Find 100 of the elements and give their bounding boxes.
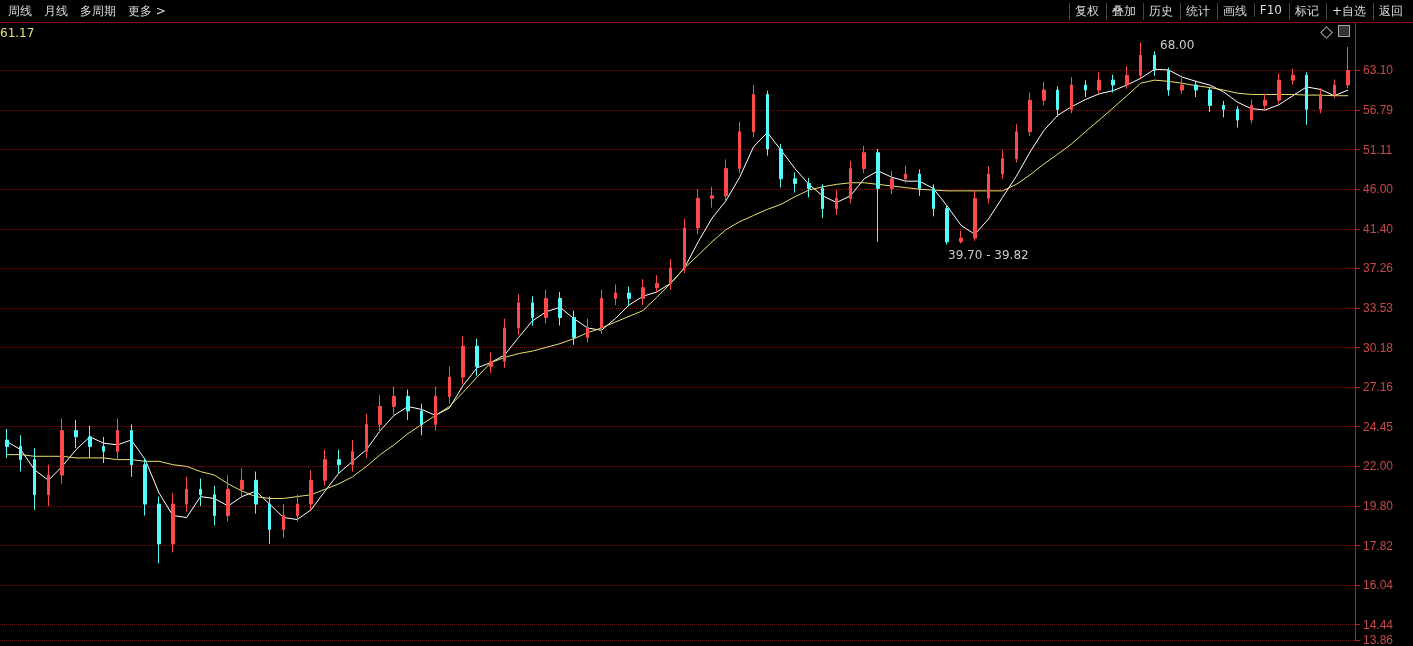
candlestick bbox=[60, 417, 64, 485]
candlestick bbox=[47, 464, 50, 507]
candlestick bbox=[669, 258, 672, 291]
candlestick bbox=[779, 143, 783, 189]
candlestick bbox=[88, 425, 92, 459]
text: 更多 > bbox=[128, 3, 166, 20]
candlestick bbox=[1180, 77, 1184, 95]
candlestick bbox=[835, 189, 838, 216]
candlestick bbox=[1194, 80, 1198, 98]
candlestick bbox=[1277, 72, 1281, 104]
candlestick bbox=[1001, 149, 1004, 180]
candlestick bbox=[683, 218, 686, 274]
candlestick bbox=[945, 205, 949, 246]
candlestick bbox=[365, 413, 368, 459]
candlestick bbox=[807, 177, 811, 199]
candlestick bbox=[793, 171, 797, 194]
candlestick bbox=[710, 186, 714, 209]
text: 标记 bbox=[1288, 3, 1324, 20]
candlestick bbox=[862, 145, 866, 174]
candlestick bbox=[614, 283, 617, 306]
candlestick bbox=[102, 436, 105, 464]
candlestick bbox=[185, 476, 188, 513]
y-tick-label: 19.80 bbox=[1363, 498, 1394, 513]
annotation: 68.00 bbox=[1160, 38, 1195, 52]
candlestick bbox=[351, 439, 354, 473]
candlestick bbox=[987, 165, 990, 204]
y-tick-label: 27.16 bbox=[1363, 380, 1394, 395]
candlestick bbox=[254, 471, 258, 515]
candlestick bbox=[1097, 71, 1101, 95]
text: 历史 bbox=[1142, 3, 1178, 20]
text: 多周期 bbox=[80, 3, 116, 20]
candlestick bbox=[420, 403, 423, 436]
candlestick bbox=[489, 351, 493, 374]
text: 画线 bbox=[1216, 3, 1252, 20]
candlestick bbox=[849, 160, 852, 204]
candlestick bbox=[1167, 67, 1170, 97]
y-tick-label: 56.79 bbox=[1363, 103, 1394, 118]
candlestick bbox=[1056, 85, 1059, 118]
candlestick bbox=[627, 286, 631, 307]
text: +自选 bbox=[1325, 3, 1371, 20]
candlestick bbox=[323, 449, 327, 487]
candlestick bbox=[74, 419, 78, 449]
candlestick bbox=[226, 474, 230, 522]
candlestick bbox=[1084, 79, 1087, 98]
y-tick-label: 51.11 bbox=[1363, 142, 1393, 157]
candlestick bbox=[724, 158, 728, 202]
y-tick-label: 63.10 bbox=[1363, 63, 1394, 78]
text: 复权 bbox=[1068, 3, 1104, 20]
candlestick bbox=[696, 188, 700, 235]
candlestick bbox=[378, 394, 382, 433]
candlestick bbox=[738, 121, 741, 174]
candlestick bbox=[1153, 50, 1156, 77]
y-tick-label: 17.82 bbox=[1363, 538, 1394, 553]
candlestick bbox=[461, 335, 465, 385]
candlestick bbox=[558, 291, 562, 327]
y-tick-label: 24.45 bbox=[1363, 419, 1394, 434]
candlestick bbox=[448, 366, 451, 405]
annotation: 61.17 bbox=[0, 26, 35, 40]
y-tick-label: 37.26 bbox=[1363, 261, 1394, 276]
candlestick bbox=[918, 168, 921, 197]
candlestick bbox=[572, 310, 576, 346]
y-tick-label: 13.86 bbox=[1363, 633, 1394, 646]
candlestick bbox=[19, 434, 22, 473]
candlestick bbox=[1125, 65, 1129, 90]
text: 叠加 bbox=[1105, 3, 1141, 20]
candlestick bbox=[641, 278, 645, 306]
candlestick bbox=[1015, 123, 1018, 163]
candlestick bbox=[904, 165, 907, 184]
candlestick bbox=[752, 84, 755, 138]
y-tick-label: 30.18 bbox=[1363, 340, 1394, 355]
candlestick bbox=[116, 417, 119, 461]
candlestick bbox=[1139, 41, 1142, 79]
text: 月线 bbox=[44, 3, 68, 20]
text: 周线 bbox=[8, 3, 32, 20]
candlestick bbox=[1042, 81, 1046, 106]
candlestick bbox=[1236, 105, 1239, 129]
candlestick bbox=[1028, 92, 1032, 137]
text: 返回 bbox=[1373, 3, 1408, 20]
text: F10 bbox=[1253, 3, 1287, 17]
candlestick bbox=[1222, 100, 1225, 118]
candlestick bbox=[973, 190, 977, 242]
y-tick-label: 14.44 bbox=[1363, 617, 1394, 632]
candlestick bbox=[268, 496, 271, 545]
candlestick bbox=[1070, 76, 1073, 114]
candlestick bbox=[1291, 68, 1295, 85]
y-tick-label: 16.04 bbox=[1363, 578, 1394, 593]
candlestick bbox=[309, 469, 313, 511]
candlestick bbox=[392, 386, 396, 416]
candlestick bbox=[199, 478, 202, 507]
text: 统计 bbox=[1179, 3, 1215, 20]
y-tick-label: 41.40 bbox=[1363, 221, 1394, 236]
candlestick bbox=[171, 492, 175, 553]
candlestick bbox=[240, 467, 244, 498]
candlestick bbox=[213, 485, 216, 526]
candlestick bbox=[475, 338, 479, 377]
candlestick bbox=[1305, 71, 1308, 126]
candlestick bbox=[143, 457, 147, 517]
candlestick bbox=[517, 293, 520, 336]
candlestick bbox=[33, 447, 36, 511]
candlestick bbox=[282, 503, 285, 539]
